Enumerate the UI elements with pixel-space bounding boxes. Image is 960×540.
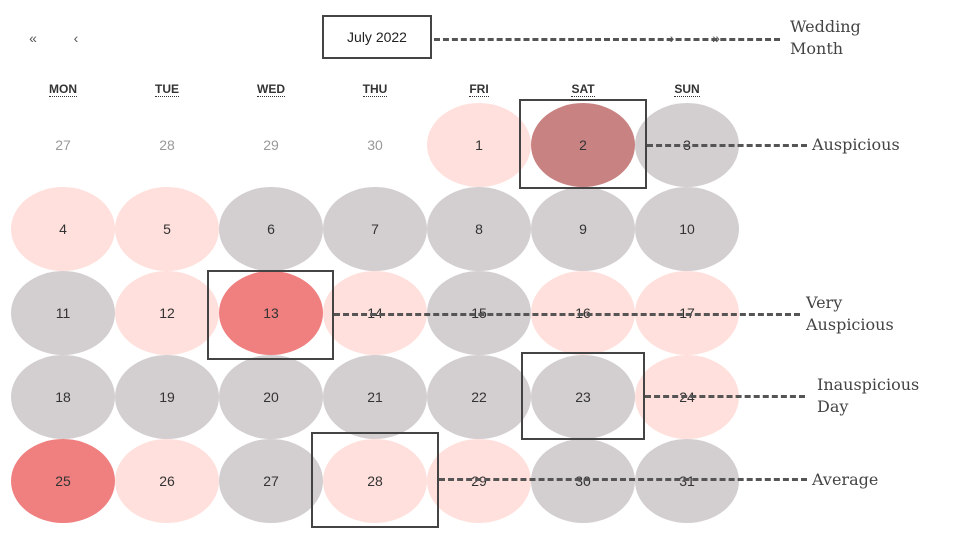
weekday-fri: FRI [427, 82, 531, 97]
day-cell[interactable]: 31 [635, 439, 739, 523]
day-cell[interactable]: 10 [635, 187, 739, 271]
month-label-button[interactable]: July 2022 [322, 15, 432, 59]
day-cell[interactable]: 11 [11, 271, 115, 355]
day-cell[interactable]: 5 [115, 187, 219, 271]
weekday-label: FRI [469, 82, 489, 97]
day-cell[interactable]: 12 [115, 271, 219, 355]
weekday-sat: SAT [531, 82, 635, 97]
day-cell[interactable]: 16 [531, 271, 635, 355]
day-cell[interactable]: 27 [55, 137, 71, 153]
day-cell[interactable]: 18 [11, 355, 115, 439]
inauspicious-day-annotation: Inauspicious Day [817, 375, 920, 416]
wedding-month-leader-line [434, 38, 780, 41]
day-cell[interactable]: 25 [11, 439, 115, 523]
weekday-sun: SUN [635, 82, 739, 97]
day-cell[interactable]: 19 [115, 355, 219, 439]
day-cell[interactable]: 26 [115, 439, 219, 523]
prev-year-button[interactable]: « [29, 30, 37, 46]
day-cell[interactable]: 3 [635, 103, 739, 187]
day-cell[interactable]: 14 [323, 271, 427, 355]
day-cell[interactable]: 23 [531, 355, 635, 439]
weekday-mon: MON [11, 82, 115, 97]
day-cell[interactable]: 9 [531, 187, 635, 271]
wedding-month-annotation: Wedding Month [790, 17, 861, 58]
day-cell[interactable]: 20 [219, 355, 323, 439]
day-cell[interactable]: 30 [367, 137, 383, 153]
weekday-label: TUE [155, 82, 179, 97]
day-cell[interactable]: 2 [531, 103, 635, 187]
weekday-label: MON [49, 82, 77, 97]
average-annotation: Average [812, 470, 879, 489]
weekday-label: THU [362, 82, 388, 97]
auspicious-annotation: Auspicious [812, 135, 900, 154]
day-cell[interactable]: 28 [323, 439, 427, 523]
weekday-wed: WED [219, 82, 323, 97]
prev-month-button[interactable]: ‹ [73, 30, 79, 46]
day-cell[interactable]: 28 [159, 137, 175, 153]
weekday-label: WED [257, 82, 285, 97]
day-cell[interactable]: 29 [263, 137, 279, 153]
next-month-button[interactable]: › [669, 30, 675, 46]
very-auspicious-annotation: Very Auspicious [806, 293, 894, 334]
day-cell[interactable]: 13 [219, 271, 323, 355]
day-cell[interactable]: 29 [427, 439, 531, 523]
day-cell[interactable]: 17 [635, 271, 739, 355]
weekday-thu: THU [323, 82, 427, 97]
day-cell[interactable]: 24 [635, 355, 739, 439]
day-cell[interactable]: 7 [323, 187, 427, 271]
weekday-tue: TUE [115, 82, 219, 97]
day-cell[interactable]: 1 [427, 103, 531, 187]
day-cell[interactable]: 4 [11, 187, 115, 271]
day-cell[interactable]: 21 [323, 355, 427, 439]
weekday-label: SUN [674, 82, 700, 97]
day-cell[interactable]: 8 [427, 187, 531, 271]
day-cell[interactable]: 6 [219, 187, 323, 271]
day-cell[interactable]: 30 [531, 439, 635, 523]
day-cell[interactable]: 22 [427, 355, 531, 439]
weekday-label: SAT [571, 82, 595, 97]
day-cell[interactable]: 15 [427, 271, 531, 355]
next-year-button[interactable]: » [712, 30, 720, 46]
day-cell[interactable]: 27 [219, 439, 323, 523]
